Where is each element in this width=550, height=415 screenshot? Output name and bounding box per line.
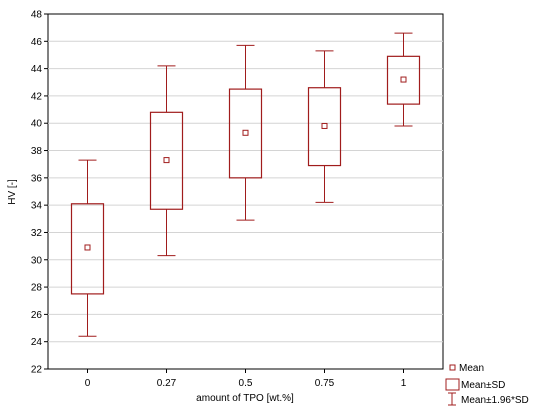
x-tick-label: 0.27 bbox=[157, 378, 177, 389]
legend-sd-marker bbox=[445, 378, 460, 391]
legend: Mean Mean±SD Mean±1.96*SD bbox=[445, 363, 529, 406]
mean-marker bbox=[84, 244, 91, 251]
grid bbox=[48, 40, 443, 343]
sd-box bbox=[149, 111, 184, 210]
y-tick-label: 30 bbox=[31, 255, 43, 266]
legend-whisker-label: Mean±1.96*SD bbox=[461, 395, 529, 406]
legend-mean-label: Mean bbox=[459, 363, 484, 374]
y-tick-label: 26 bbox=[31, 310, 43, 321]
y-tick-label: 48 bbox=[31, 10, 43, 21]
y-axis-title: HV [-] bbox=[7, 179, 18, 205]
legend-mean-marker bbox=[449, 364, 456, 371]
axis-ticks: 22 24 26 28 30 32 34 36 38 40 42 44 46 48 0 0.27 0.5 0.75… bbox=[31, 10, 407, 390]
box-group bbox=[307, 50, 342, 203]
mean-marker bbox=[321, 122, 328, 129]
mean-marker bbox=[242, 129, 249, 136]
y-tick-label: 40 bbox=[31, 119, 43, 130]
sd-box bbox=[386, 55, 421, 105]
box-group bbox=[149, 65, 184, 257]
y-tick-label: 42 bbox=[31, 91, 43, 102]
y-tick-label: 22 bbox=[31, 365, 43, 376]
y-tick-label: 46 bbox=[31, 37, 43, 48]
boxes bbox=[70, 32, 421, 337]
x-tick-label: 0.75 bbox=[315, 378, 335, 389]
sd-box bbox=[70, 203, 105, 295]
mean-marker bbox=[163, 157, 170, 164]
x-tick-label: 0.5 bbox=[239, 378, 253, 389]
y-tick-label: 36 bbox=[31, 173, 43, 184]
x-tick-label: 0 bbox=[85, 378, 91, 389]
y-tick-label: 38 bbox=[31, 146, 43, 157]
mean-marker bbox=[400, 76, 407, 83]
box-group bbox=[386, 32, 421, 127]
sd-box bbox=[307, 87, 342, 167]
y-tick-label: 34 bbox=[31, 201, 43, 212]
y-tick-label: 28 bbox=[31, 283, 43, 294]
box-group bbox=[70, 159, 105, 337]
sd-box bbox=[228, 88, 263, 179]
y-tick-label: 24 bbox=[31, 337, 43, 348]
x-axis-title: amount of TPO [wt.%] bbox=[196, 393, 294, 404]
y-tick-label: 32 bbox=[31, 228, 43, 239]
legend-sd-label: Mean±SD bbox=[461, 380, 505, 391]
y-tick-label: 44 bbox=[31, 64, 43, 75]
box-group bbox=[228, 44, 263, 221]
x-tick-label: 1 bbox=[401, 378, 407, 389]
